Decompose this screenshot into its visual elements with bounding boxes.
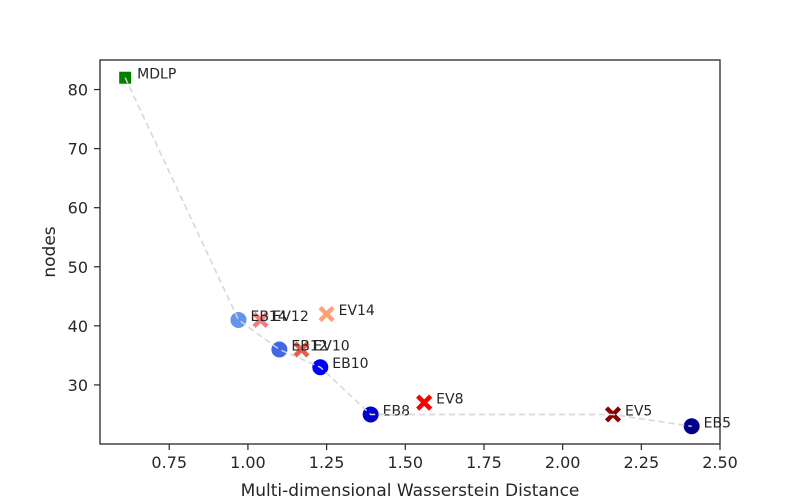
point-label-eb8: EB8 <box>383 403 410 419</box>
frontier-line <box>124 77 692 428</box>
x-axis: 0.75 1.00 1.25 1.50 1.75 2.00 2.25 2.50 <box>151 444 738 472</box>
y-axis-label: nodes <box>40 226 60 277</box>
point-label-ev10: EV10 <box>313 338 349 354</box>
data-points <box>119 71 700 435</box>
point-label-mdlp: MDLP <box>137 67 176 83</box>
y-tick-label: 70 <box>68 140 88 159</box>
point-label-eb12: EB12 <box>291 338 327 354</box>
x-tick-label: 1.25 <box>309 453 345 472</box>
point-label-eb14: EB14 <box>250 309 286 325</box>
x-tick-label: 1.50 <box>387 453 423 472</box>
point-label-ev8: EV8 <box>436 392 463 408</box>
y-tick-label: 60 <box>68 199 88 218</box>
y-tick-label: 30 <box>68 376 88 395</box>
point-ev14 <box>318 305 335 323</box>
x-tick-label: 0.75 <box>151 453 187 472</box>
plot-frame <box>99 59 721 445</box>
x-tick-label: 2.25 <box>624 453 660 472</box>
x-tick-label: 1.00 <box>230 453 266 472</box>
point-label-eb10: EB10 <box>332 356 368 372</box>
point-label-ev5: EV5 <box>625 403 652 419</box>
point-label-ev14: EV14 <box>339 303 375 319</box>
y-tick-label: 50 <box>68 258 88 277</box>
x-tick-label: 2.50 <box>702 453 738 472</box>
point-eb14 <box>230 311 247 328</box>
pareto-frontier <box>124 77 692 428</box>
point-ev8 <box>416 394 433 411</box>
point-ev12 <box>252 311 269 329</box>
y-axis: 30 40 50 60 70 80 <box>68 81 100 395</box>
y-tick-label: 40 <box>68 317 88 336</box>
point-label-eb5: EB5 <box>704 415 731 431</box>
point-label-ev12: EV12 <box>273 309 309 325</box>
x-tick-label: 2.00 <box>545 453 581 472</box>
x-tick-label: 1.75 <box>466 453 502 472</box>
frontier-line-overlay <box>124 77 692 427</box>
y-tick-label: 80 <box>68 81 88 100</box>
x-axis-label: Multi-dimensional Wasserstein Distance <box>241 481 580 500</box>
point-ev10 <box>293 341 310 358</box>
point-eb12 <box>271 341 288 358</box>
